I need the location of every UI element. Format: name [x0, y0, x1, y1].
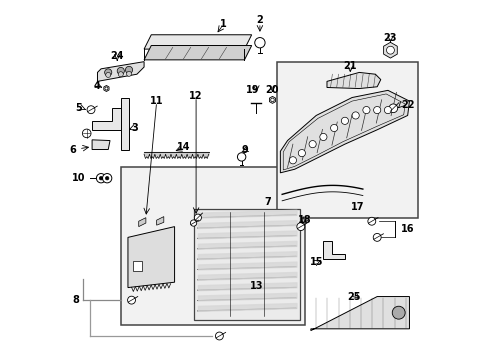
Circle shape	[391, 306, 405, 319]
Circle shape	[190, 220, 196, 226]
Text: 13: 13	[250, 281, 263, 291]
Circle shape	[82, 129, 91, 138]
Text: 16: 16	[400, 224, 414, 234]
Text: 4: 4	[94, 81, 101, 91]
Text: 19: 19	[246, 85, 259, 95]
Text: 2: 2	[256, 15, 263, 26]
Circle shape	[99, 176, 102, 180]
Circle shape	[104, 69, 112, 76]
Polygon shape	[323, 241, 344, 259]
Polygon shape	[156, 217, 163, 225]
Circle shape	[319, 134, 326, 140]
Circle shape	[388, 104, 397, 113]
Text: 11: 11	[150, 96, 163, 106]
Circle shape	[237, 153, 245, 161]
Circle shape	[194, 214, 201, 221]
Text: 21: 21	[343, 61, 356, 71]
Circle shape	[96, 174, 105, 183]
Circle shape	[351, 112, 359, 119]
Circle shape	[102, 174, 112, 183]
Circle shape	[298, 149, 305, 157]
Circle shape	[330, 125, 337, 132]
Circle shape	[126, 71, 131, 76]
Circle shape	[372, 233, 380, 241]
Circle shape	[362, 107, 369, 114]
Text: 22: 22	[401, 100, 414, 111]
Circle shape	[384, 107, 391, 114]
Text: 12: 12	[189, 91, 203, 101]
Text: 5: 5	[75, 103, 82, 113]
Circle shape	[127, 296, 135, 304]
Circle shape	[117, 67, 124, 75]
Text: 7: 7	[264, 197, 271, 207]
Polygon shape	[144, 45, 251, 60]
Circle shape	[215, 332, 223, 340]
Text: 14: 14	[177, 142, 190, 152]
Polygon shape	[326, 72, 380, 89]
Circle shape	[270, 98, 274, 102]
Bar	[133, 261, 142, 271]
Polygon shape	[97, 62, 144, 81]
Circle shape	[105, 87, 108, 90]
Circle shape	[87, 106, 95, 114]
Circle shape	[341, 117, 348, 125]
Circle shape	[125, 66, 132, 73]
Circle shape	[118, 72, 123, 77]
Bar	[276, 62, 418, 218]
Circle shape	[289, 157, 296, 164]
Text: 25: 25	[346, 292, 360, 302]
Text: 10: 10	[72, 173, 85, 183]
Circle shape	[308, 140, 316, 148]
Circle shape	[296, 223, 304, 230]
Text: 15: 15	[309, 257, 322, 267]
Text: 20: 20	[265, 85, 279, 95]
Circle shape	[367, 217, 375, 225]
Polygon shape	[139, 218, 145, 226]
Circle shape	[105, 72, 110, 77]
Polygon shape	[269, 96, 275, 103]
Polygon shape	[383, 42, 396, 58]
Text: 8: 8	[72, 295, 79, 305]
Circle shape	[105, 176, 109, 180]
Bar	[194, 209, 300, 320]
Circle shape	[254, 37, 264, 48]
Text: 6: 6	[70, 144, 76, 154]
Circle shape	[373, 107, 380, 114]
Bar	[121, 167, 305, 325]
Polygon shape	[128, 226, 174, 288]
Polygon shape	[144, 35, 251, 49]
Polygon shape	[310, 297, 408, 330]
Text: 17: 17	[350, 202, 364, 212]
Text: 23: 23	[383, 33, 396, 43]
Text: 24: 24	[110, 51, 123, 61]
Bar	[121, 98, 128, 149]
Polygon shape	[103, 85, 109, 91]
Circle shape	[386, 46, 394, 54]
Text: 18: 18	[297, 215, 311, 225]
Polygon shape	[92, 108, 121, 130]
Text: 9: 9	[241, 144, 247, 154]
Polygon shape	[280, 90, 408, 173]
Text: 1: 1	[219, 19, 226, 29]
Polygon shape	[92, 140, 110, 149]
Text: 3: 3	[131, 123, 138, 133]
